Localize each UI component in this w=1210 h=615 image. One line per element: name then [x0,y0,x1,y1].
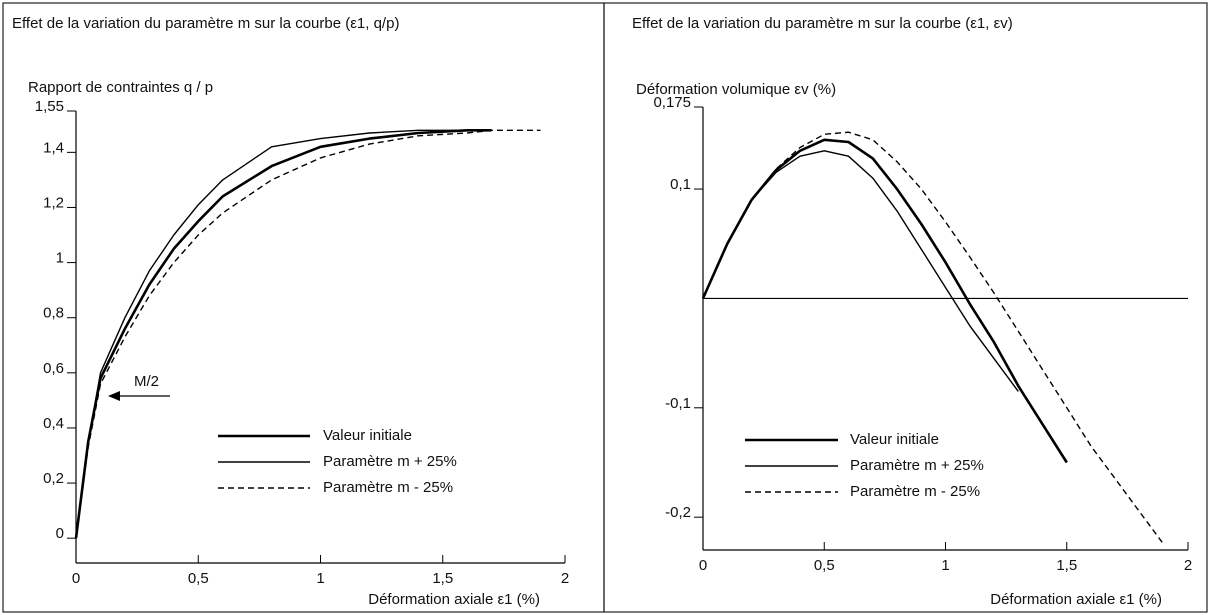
y-tick-label: 0,1 [670,176,691,193]
legend-label: Valeur initiale [850,431,939,448]
x-tick-label: 0 [72,570,80,587]
series-line [701,138,1068,464]
series-line [702,150,1019,392]
y-axis-label: Rapport de contraintes q / p [28,79,213,96]
y-tick-label: 0,175 [653,94,691,111]
x-tick-label: 1,5 [1056,557,1077,574]
annotation: M/2 [134,373,159,390]
chart-title: Effet de la variation du paramètre m sur… [12,15,399,32]
series-line [75,129,541,539]
x-tick-label: 2 [1184,557,1192,574]
series-line [702,131,1165,545]
x-tick-label: 0,5 [814,557,835,574]
y-tick-label: 1 [56,250,64,267]
panel-frame [603,2,1208,613]
series-line [75,129,492,539]
x-axis-label: Déformation axiale ε1 (%) [368,591,540,608]
y-tick-label: 1,4 [43,139,64,156]
annotation-arrowhead [108,391,120,401]
x-tick-label: 0,5 [188,570,209,587]
legend-label: Paramètre m - 25% [323,479,453,496]
series-line [74,129,492,539]
y-tick-label: 1,2 [43,194,64,211]
legend-label: Paramètre m + 25% [323,453,457,470]
x-tick-label: 1,5 [432,570,453,587]
legend-label: Valeur initiale [323,427,412,444]
x-tick-label: 0 [699,557,707,574]
y-tick-label: -0,2 [665,504,691,521]
y-tick-label: 0,4 [43,415,64,432]
legend-label: Paramètre m + 25% [850,457,984,474]
x-tick-label: 2 [561,570,569,587]
x-axis-label: Déformation axiale ε1 (%) [990,591,1162,608]
x-tick-label: 1 [316,570,324,587]
y-tick-label: 0,6 [43,360,64,377]
y-tick-label: 0,8 [43,305,64,322]
y-tick-label: 0 [56,525,64,542]
legend-label: Paramètre m - 25% [850,483,980,500]
chart-title: Effet de la variation du paramètre m sur… [632,15,1013,32]
y-tick-label: 1,55 [35,98,64,115]
y-axis-label: Déformation volumique εv (%) [636,81,836,98]
y-tick-label: -0,1 [665,395,691,412]
y-tick-label: 0,2 [43,470,64,487]
x-tick-label: 1 [941,557,949,574]
